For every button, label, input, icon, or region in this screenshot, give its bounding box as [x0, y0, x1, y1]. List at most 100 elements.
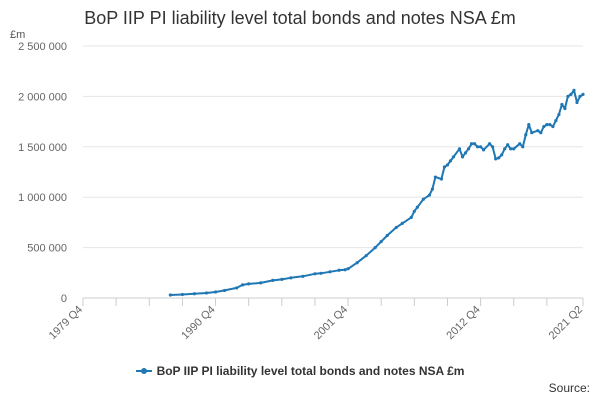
x-tick-label: 2001 Q4 — [312, 304, 350, 342]
data-point — [241, 283, 245, 287]
data-point — [168, 293, 172, 297]
data-point — [475, 145, 480, 149]
series-group — [168, 88, 585, 297]
data-point — [409, 215, 413, 219]
x-tick-label: 1979 Q4 — [47, 304, 85, 342]
data-point — [337, 268, 341, 272]
data-point — [415, 205, 419, 209]
data-point — [346, 267, 350, 271]
data-point — [180, 292, 184, 297]
data-point — [548, 123, 552, 127]
data-point — [569, 92, 573, 96]
data-point — [271, 278, 275, 282]
data-point — [478, 145, 483, 149]
data-point — [433, 175, 438, 179]
data-point — [572, 88, 576, 92]
data-point — [301, 274, 305, 278]
x-tick-label: 2012 Q4 — [444, 304, 482, 342]
data-point — [557, 112, 561, 117]
data-point — [536, 129, 540, 133]
data-point — [488, 142, 492, 146]
data-point — [213, 290, 218, 294]
data-point — [545, 123, 549, 127]
source-label: Source: — [548, 381, 590, 395]
data-point — [551, 125, 555, 129]
data-point — [466, 147, 471, 151]
y-tick-label: 2 500 000 — [18, 41, 67, 53]
data-point — [566, 94, 570, 98]
data-point — [259, 281, 263, 285]
data-point — [373, 246, 377, 250]
data-point — [581, 92, 585, 96]
data-point — [439, 177, 444, 181]
y-tick-label: 2 000 000 — [18, 91, 67, 103]
data-point — [451, 155, 456, 159]
data-point — [482, 148, 486, 152]
data-point — [575, 100, 579, 105]
y-tick-label: 0 — [61, 293, 67, 305]
data-point — [509, 147, 513, 151]
data-point — [385, 233, 389, 238]
data-point — [400, 221, 404, 226]
data-point — [445, 163, 450, 167]
data-point — [512, 147, 516, 151]
data-point — [563, 106, 567, 111]
x-tick-label: 1990 Q4 — [179, 304, 217, 342]
y-tick-label: 1 500 000 — [18, 142, 67, 154]
y-tick-label: 1 000 000 — [18, 192, 67, 204]
y-tick-label: 500 000 — [27, 243, 67, 255]
legend[interactable]: BoP IIP PI liability level total bonds a… — [0, 364, 600, 378]
data-point — [343, 268, 347, 272]
data-point — [472, 142, 477, 146]
data-point — [457, 147, 462, 151]
data-point — [394, 225, 398, 230]
data-point — [560, 102, 564, 107]
data-point — [204, 291, 209, 295]
data-point — [539, 131, 543, 135]
data-point — [530, 131, 534, 135]
data-point — [280, 277, 284, 281]
series-line — [170, 89, 584, 296]
y-axis-tick-labels: 0 500 000 1 000 000 1 500 000 2 000 000 2 500… — [18, 41, 67, 305]
data-point — [521, 145, 525, 149]
data-point — [554, 118, 558, 123]
legend-label: BoP IIP PI liability level total bonds a… — [156, 364, 465, 378]
legend-line-marker-icon — [135, 367, 152, 374]
data-point — [460, 155, 465, 159]
x-axis-tick-labels: 1979 Q4 1990 Q4 2001 Q4 2012 Q4 2021 Q2 — [47, 304, 585, 342]
data-point — [527, 123, 531, 127]
data-point — [448, 159, 453, 163]
data-point — [421, 197, 425, 201]
data-point — [289, 276, 293, 280]
data-point — [497, 156, 501, 160]
data-point — [542, 125, 546, 129]
data-point — [192, 292, 197, 296]
data-point — [328, 270, 332, 274]
data-point — [442, 165, 447, 169]
data-point — [578, 94, 582, 98]
data-point — [364, 254, 368, 258]
data-point — [463, 151, 468, 155]
data-point — [524, 133, 528, 137]
data-point — [494, 157, 498, 161]
data-point — [355, 261, 359, 265]
data-point — [379, 239, 383, 244]
grid-lines — [83, 45, 583, 249]
data-point — [491, 145, 495, 149]
data-point — [518, 142, 522, 146]
x-tick-label: 2021 Q2 — [547, 304, 585, 342]
y-axis-unit-label: £m — [10, 29, 26, 41]
data-point — [412, 209, 416, 213]
data-point — [313, 272, 317, 276]
data-point — [235, 286, 239, 290]
data-point — [503, 147, 507, 151]
data-point — [247, 282, 251, 286]
data-point — [506, 143, 510, 147]
x-axis — [82, 297, 584, 306]
chart-title: BoP IIP PI liability level total bonds a… — [84, 8, 516, 28]
data-point — [500, 153, 504, 157]
data-point — [430, 187, 434, 191]
data-point — [427, 193, 431, 197]
data-point — [469, 142, 474, 146]
